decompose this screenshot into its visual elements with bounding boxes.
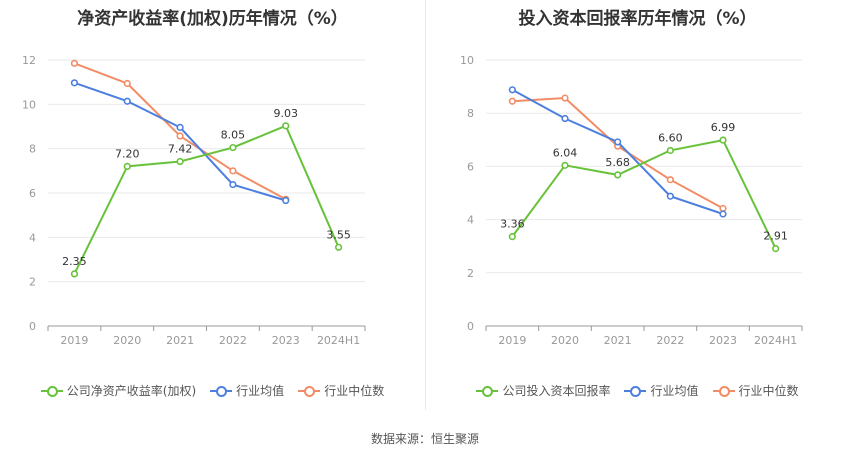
data-point	[666, 192, 674, 200]
x-tick-label: 2020	[113, 334, 141, 347]
data-point	[508, 97, 516, 105]
series-line-industry_median	[74, 62, 287, 201]
legend-company-marker-icon	[476, 385, 499, 397]
legend-avg-marker-icon	[624, 385, 647, 397]
x-tick-label: 2024H1	[754, 334, 797, 347]
y-tick-label: 2	[467, 267, 474, 280]
legend-label: 行业均值	[236, 384, 285, 398]
data-point	[229, 167, 237, 175]
legend: 公司投入资本回报率 行业均值 行业中位数	[425, 382, 850, 399]
data-point	[282, 196, 290, 205]
x-tick-label: 2024H1	[317, 334, 360, 347]
data-point	[719, 210, 727, 218]
y-tick-label: 6	[467, 160, 474, 173]
legend-item-industry-median[interactable]: 行业中位数	[298, 382, 384, 399]
data-point	[561, 94, 569, 102]
data-point	[719, 204, 727, 213]
legend-item-industry-median[interactable]: 行业中位数	[712, 382, 799, 399]
panel-divider	[425, 0, 426, 410]
y-tick-label: 0	[467, 320, 474, 333]
data-label: 7.42	[168, 143, 193, 156]
data-point	[508, 233, 516, 241]
series-line-industry_median	[512, 96, 724, 210]
data-point	[614, 171, 622, 179]
data-point	[70, 79, 79, 87]
y-tick-label: 12	[22, 54, 36, 67]
x-tick-label: 2021	[166, 334, 194, 347]
data-point	[282, 122, 290, 130]
y-tick-label: 4	[467, 214, 474, 227]
legend-item-industry-avg[interactable]: 行业均值	[624, 382, 699, 399]
legend-label: 行业中位数	[738, 384, 799, 398]
series-line-company	[511, 138, 777, 250]
x-tick-label: 2023	[709, 334, 737, 347]
data-label: 9.03	[274, 107, 299, 120]
data-point	[123, 162, 131, 170]
y-tick-label: 8	[29, 143, 36, 156]
legend-item-company[interactable]: 公司净资产收益率(加权)	[40, 382, 197, 399]
data-label: 6.99	[711, 121, 736, 134]
data-point	[508, 86, 516, 94]
legend-median-marker-icon	[712, 385, 735, 397]
data-label: 5.68	[605, 156, 630, 169]
data-label: 6.60	[658, 131, 683, 144]
data-point	[719, 136, 727, 144]
x-tick-label: 2022	[656, 334, 684, 347]
data-point	[229, 180, 237, 189]
data-label: 2.35	[62, 255, 87, 268]
y-tick-label: 8	[467, 107, 474, 120]
legend-label: 行业中位数	[324, 384, 385, 398]
x-tick-label: 2019	[498, 334, 526, 347]
data-point	[176, 132, 184, 140]
roe-chart-panel: 净资产收益率(加权)历年情况（%） 0 2 4 6 8 10 12 2019 2020 2021 2…	[0, 0, 425, 410]
legend-median-marker-icon	[298, 385, 321, 397]
data-point	[123, 97, 131, 105]
data-point	[561, 161, 569, 169]
roic-chart-panel: 投入资本回报率历年情况（%） 0 2 4 6 8 10 2019 2020 2021 2022 20…	[425, 0, 850, 410]
data-point	[334, 243, 343, 251]
legend-label: 公司净资产收益率(加权)	[66, 384, 197, 398]
data-label: 3.36	[500, 218, 524, 231]
y-tick-label: 6	[29, 187, 36, 200]
legend-label: 行业均值	[650, 384, 699, 398]
roe-line-chart: 0 2 4 6 8 10 12 2019 2020 2021 2022 2023 2024H1 2.35 7…	[22, 54, 366, 347]
legend: 公司净资产收益率(加权) 行业均值 行业中位数	[0, 382, 425, 399]
legend-item-industry-avg[interactable]: 行业均值	[210, 382, 284, 399]
legend-company-marker-icon	[40, 385, 63, 397]
data-point	[70, 270, 79, 278]
x-tick-label: 2022	[219, 334, 247, 347]
legend-avg-marker-icon	[210, 385, 233, 397]
data-point	[229, 143, 237, 152]
data-label: 3.55	[326, 228, 351, 241]
x-tick-label: 2020	[551, 334, 579, 347]
y-tick-label: 2	[29, 276, 36, 289]
data-point	[666, 176, 674, 184]
y-tick-label: 10	[22, 98, 36, 111]
data-point	[614, 138, 622, 146]
data-label: 8.05	[221, 129, 246, 142]
chart-title: 投入资本回报率历年情况（%）	[518, 9, 757, 29]
legend-label: 公司投入资本回报率	[502, 384, 611, 398]
data-point	[772, 244, 780, 253]
data-point	[666, 146, 674, 155]
legend-item-company[interactable]: 公司投入资本回报率	[476, 382, 610, 399]
y-tick-label: 4	[29, 231, 36, 244]
data-label: 7.20	[115, 147, 140, 160]
y-tick-label: 10	[460, 54, 474, 67]
data-point	[176, 157, 184, 166]
x-tick-label: 2019	[60, 334, 88, 347]
data-label: 2.91	[763, 230, 788, 243]
series-line-company	[73, 124, 340, 275]
data-point	[123, 79, 131, 88]
x-tick-label: 2021	[604, 334, 632, 347]
roic-line-chart: 0 2 4 6 8 10 2019 2020 2021 2022 2023 2024H1 3.36 6.0…	[460, 54, 803, 347]
chart-title: 净资产收益率(加权)历年情况（%）	[77, 9, 348, 29]
data-point	[561, 114, 569, 123]
data-label: 6.04	[553, 146, 578, 159]
data-point	[70, 59, 79, 67]
data-point	[176, 123, 184, 131]
data-source-note: 数据来源：恒生聚源	[370, 432, 479, 446]
y-tick-label: 0	[29, 320, 36, 333]
x-tick-label: 2023	[272, 334, 300, 347]
